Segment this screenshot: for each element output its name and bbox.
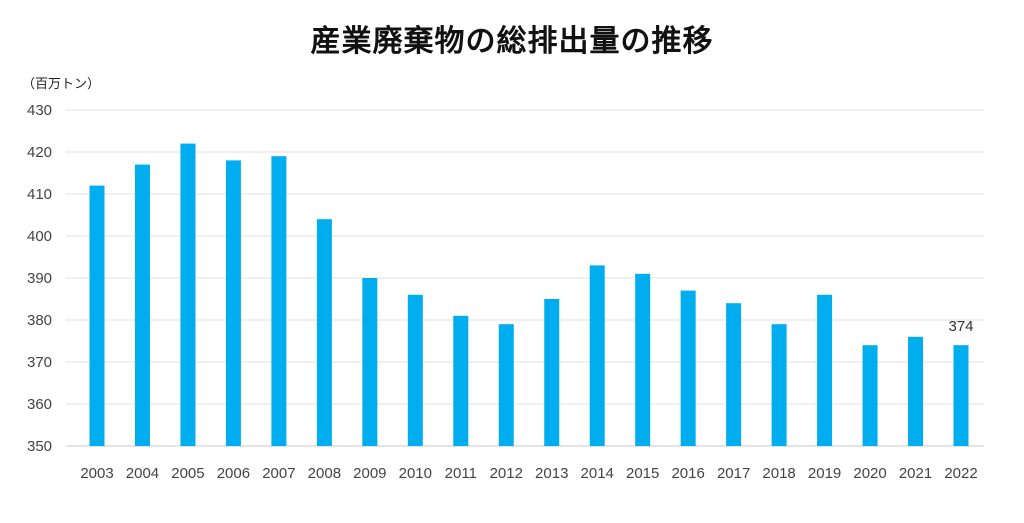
x-tick-label: 2016 bbox=[671, 465, 704, 482]
x-tick-label: 2010 bbox=[399, 465, 432, 482]
bar-2004 bbox=[134, 164, 150, 446]
x-tick-label: 2014 bbox=[581, 465, 614, 482]
x-tick-label: 2017 bbox=[717, 465, 750, 482]
y-tick-label: 430 bbox=[27, 102, 52, 119]
y-axis-unit-label: （百万トン） bbox=[22, 77, 101, 92]
x-tick-label: 2018 bbox=[762, 465, 795, 482]
y-tick-label: 380 bbox=[27, 312, 52, 329]
bar-2017 bbox=[726, 303, 742, 446]
y-tick-label: 400 bbox=[27, 228, 52, 245]
data-label: 374 bbox=[948, 318, 973, 335]
x-tick-label: 2013 bbox=[535, 465, 568, 482]
bar-2022 bbox=[953, 345, 969, 446]
x-tick-label: 2007 bbox=[262, 465, 295, 482]
bar-2008 bbox=[316, 219, 332, 446]
x-tick-label: 2005 bbox=[171, 465, 204, 482]
x-tick-label: 2008 bbox=[308, 465, 341, 482]
bar-2003 bbox=[89, 185, 105, 446]
x-tick-label: 2019 bbox=[808, 465, 841, 482]
bar-2010 bbox=[407, 294, 423, 446]
bar-2015 bbox=[635, 273, 651, 446]
y-tick-label: 370 bbox=[27, 354, 52, 371]
bar-2016 bbox=[680, 290, 696, 446]
x-tick-label: 2009 bbox=[353, 465, 386, 482]
x-tick-label: 2012 bbox=[490, 465, 523, 482]
y-tick-label: 410 bbox=[27, 186, 52, 203]
bar-2014 bbox=[589, 265, 605, 446]
x-tick-label: 2021 bbox=[899, 465, 932, 482]
bar-2019 bbox=[817, 294, 833, 446]
bar-2005 bbox=[180, 143, 196, 446]
bar-2018 bbox=[771, 324, 787, 446]
x-tick-label: 2003 bbox=[80, 465, 113, 482]
bar-2009 bbox=[362, 278, 378, 446]
bar-2007 bbox=[271, 156, 287, 446]
x-tick-label: 2015 bbox=[626, 465, 659, 482]
bar-2006 bbox=[225, 160, 241, 446]
bar-2012 bbox=[498, 324, 514, 446]
x-tick-label: 2006 bbox=[217, 465, 250, 482]
bar-2021 bbox=[908, 336, 924, 446]
y-tick-label: 360 bbox=[27, 396, 52, 413]
y-tick-label: 390 bbox=[27, 270, 52, 287]
bar-2011 bbox=[453, 315, 469, 446]
x-tick-label: 2004 bbox=[126, 465, 159, 482]
chart-title: 産業廃棄物の総排出量の推移 bbox=[310, 24, 714, 59]
y-tick-label: 420 bbox=[27, 144, 52, 161]
x-tick-label: 2011 bbox=[445, 465, 477, 482]
bar-2013 bbox=[544, 299, 560, 446]
y-tick-label: 350 bbox=[27, 438, 52, 455]
x-tick-label: 2020 bbox=[853, 465, 886, 482]
bar-2020 bbox=[862, 345, 878, 446]
x-tick-label: 2022 bbox=[944, 465, 977, 482]
